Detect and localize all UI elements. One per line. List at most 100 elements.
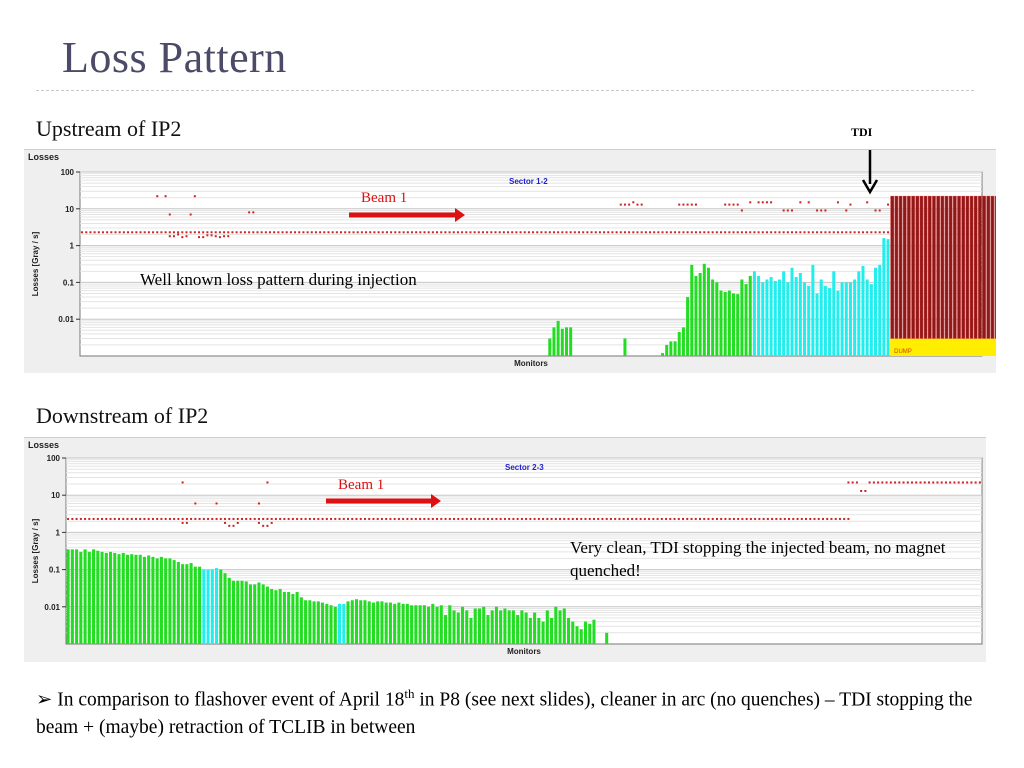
threshold-dot	[786, 231, 789, 234]
threshold-dot	[423, 517, 426, 520]
monitor-loss-bar	[176, 562, 180, 644]
threshold-dot	[372, 517, 375, 520]
threshold-dot	[93, 231, 96, 234]
loss-threshold-dot	[855, 481, 858, 484]
threshold-dot	[557, 231, 560, 234]
loss-threshold-dot	[790, 209, 793, 212]
loss-threshold-dot	[740, 209, 743, 212]
threshold-dot	[440, 231, 443, 234]
tdi-loss-bar	[982, 195, 986, 339]
threshold-dot	[861, 231, 864, 234]
monitor-loss-bar	[579, 629, 583, 644]
threshold-dot	[469, 231, 472, 234]
threshold-dot	[611, 231, 614, 234]
threshold-dot	[338, 517, 341, 520]
threshold-dot	[260, 231, 263, 234]
threshold-dot	[796, 517, 799, 520]
tdi-loss-bar	[927, 195, 932, 339]
threshold-dot	[598, 231, 601, 234]
loss-threshold-dot	[932, 481, 935, 484]
monitor-loss-bar	[836, 290, 840, 356]
threshold-dot	[101, 231, 104, 234]
threshold-dot	[494, 231, 497, 234]
threshold-dot	[618, 517, 621, 520]
loss-threshold-dot	[864, 489, 867, 492]
downstream-note: Very clean, TDI stopping the injected be…	[570, 538, 946, 580]
threshold-dot	[674, 231, 677, 234]
threshold-dot	[597, 517, 600, 520]
monitor-loss-bar	[711, 279, 715, 356]
threshold-dot	[232, 517, 235, 520]
monitor-loss-bar	[261, 584, 265, 644]
threshold-dot	[344, 231, 347, 234]
loss-threshold-dot	[636, 203, 639, 206]
monitor-loss-bar	[811, 264, 815, 356]
monitor-loss-bar	[96, 550, 100, 644]
threshold-dot	[277, 231, 280, 234]
monitor-loss-bar	[857, 271, 861, 356]
loss-threshold-dot	[881, 481, 884, 484]
monitor-loss-bar	[562, 608, 566, 644]
threshold-dot	[436, 231, 439, 234]
monitor-loss-bar	[575, 626, 579, 644]
monitor-loss-bar	[520, 610, 524, 644]
threshold-dot	[866, 231, 869, 234]
loss-threshold-dot	[181, 236, 184, 239]
monitor-loss-bar	[803, 282, 807, 356]
loss-threshold-dot	[872, 481, 875, 484]
y-tick-label: 0.1	[49, 566, 61, 575]
threshold-dot	[609, 517, 612, 520]
threshold-dot	[540, 231, 543, 234]
threshold-dot	[243, 231, 246, 234]
loss-threshold-dot	[206, 234, 209, 237]
threshold-dot	[152, 231, 155, 234]
threshold-dot	[202, 517, 205, 520]
dump-label: DUMP	[894, 349, 912, 355]
y-tick-label: 1	[56, 528, 61, 537]
monitor-loss-bar	[494, 606, 498, 644]
threshold-dot	[88, 517, 91, 520]
monitor-loss-bar	[452, 610, 456, 644]
threshold-dot	[193, 231, 196, 234]
monitor-loss-bar	[740, 279, 744, 356]
threshold-dot	[143, 517, 146, 520]
threshold-dot	[586, 231, 589, 234]
loss-threshold-dot	[168, 213, 171, 216]
threshold-dot	[569, 231, 572, 234]
y-tick-label: 1	[70, 242, 75, 251]
threshold-dot	[737, 517, 740, 520]
monitor-loss-bar	[138, 554, 142, 644]
y-tick-label: 0.01	[58, 315, 74, 324]
monitor-loss-bar	[727, 290, 731, 356]
loss-threshold-dot	[193, 195, 196, 198]
threshold-dot	[414, 517, 417, 520]
threshold-dot	[631, 517, 634, 520]
threshold-dot	[122, 517, 125, 520]
threshold-dot	[249, 517, 252, 520]
monitor-loss-bar	[75, 549, 79, 644]
loss-threshold-dot	[623, 203, 626, 206]
threshold-dot	[168, 517, 171, 520]
monitor-loss-bar	[761, 282, 765, 356]
monitor-loss-bar	[410, 605, 414, 644]
threshold-dot	[584, 517, 587, 520]
monitor-loss-bar	[794, 277, 798, 356]
tdi-loss-bar	[902, 195, 907, 339]
threshold-dot	[348, 231, 351, 234]
threshold-dot	[803, 231, 806, 234]
monitor-loss-bar	[104, 552, 108, 644]
threshold-dot	[800, 517, 803, 520]
monitor-loss-bar	[435, 606, 439, 644]
monitor-loss-bar	[215, 568, 219, 644]
monitor-loss-bar	[882, 238, 886, 356]
threshold-dot	[771, 517, 774, 520]
threshold-dot	[310, 231, 313, 234]
threshold-dot	[536, 231, 539, 234]
threshold-dot	[565, 231, 568, 234]
monitor-loss-bar	[815, 293, 819, 356]
monitor-loss-bar	[567, 617, 571, 644]
threshold-dot	[817, 517, 820, 520]
threshold-dot	[319, 231, 322, 234]
monitor-loss-bar	[798, 273, 802, 356]
threshold-dot	[508, 517, 511, 520]
